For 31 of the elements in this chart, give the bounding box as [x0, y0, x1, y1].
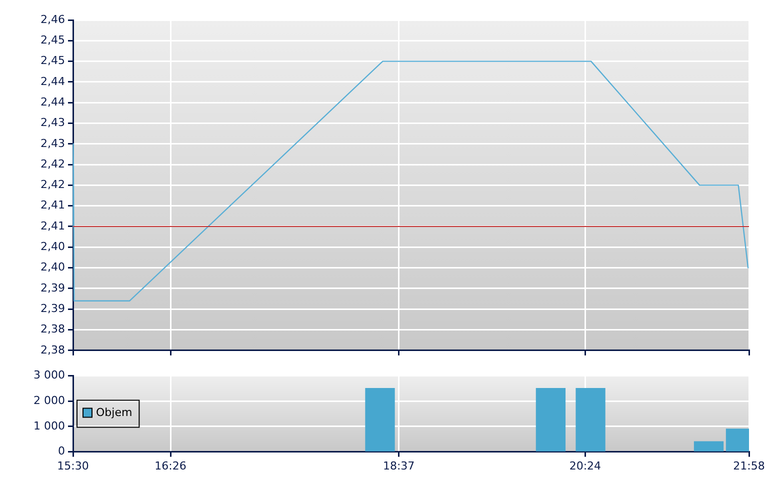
y-tick-label: 0 — [58, 444, 65, 458]
y-tick-label: 2,46 — [40, 12, 65, 26]
x-tick-label: 20:24 — [569, 459, 602, 472]
y-tick-label: 2 000 — [34, 394, 65, 407]
y-tick-label: 2,44 — [40, 74, 65, 88]
bar — [576, 388, 606, 452]
x-tick-label: 18:37 — [382, 459, 415, 472]
x-tick-label: 16:26 — [154, 459, 186, 472]
y-tick-label: 2,42 — [40, 157, 65, 170]
y-tick-label: 2,39 — [40, 281, 65, 294]
x-tick-label: 15:30 — [57, 459, 89, 472]
y-tick-label: 2,43 — [40, 116, 65, 130]
y-tick-label: 2,45 — [40, 34, 65, 47]
y-tick-label: 2,38 — [40, 343, 65, 356]
y-tick-label: 3 000 — [34, 368, 65, 382]
bar — [365, 388, 395, 452]
y-tick-label: 2,43 — [40, 136, 65, 150]
y-tick-label: 2,41 — [40, 198, 65, 212]
legend-label: Objem — [96, 406, 132, 420]
y-tick-label: 2,39 — [40, 302, 65, 315]
y-tick-label: 2,42 — [40, 178, 65, 192]
bar — [694, 441, 724, 452]
y-tick-label: 2,41 — [40, 219, 65, 232]
x-tick-label: 21:58 — [733, 459, 765, 472]
y-tick-label: 2,40 — [40, 260, 65, 274]
y-tick-label: 2,40 — [40, 240, 65, 254]
y-tick-label: 2,45 — [40, 54, 65, 68]
y-tick-label: 1 000 — [34, 419, 65, 432]
bar — [536, 388, 566, 452]
y-tick-label: 2,44 — [40, 95, 65, 108]
y-tick-label: 2,38 — [40, 322, 65, 336]
